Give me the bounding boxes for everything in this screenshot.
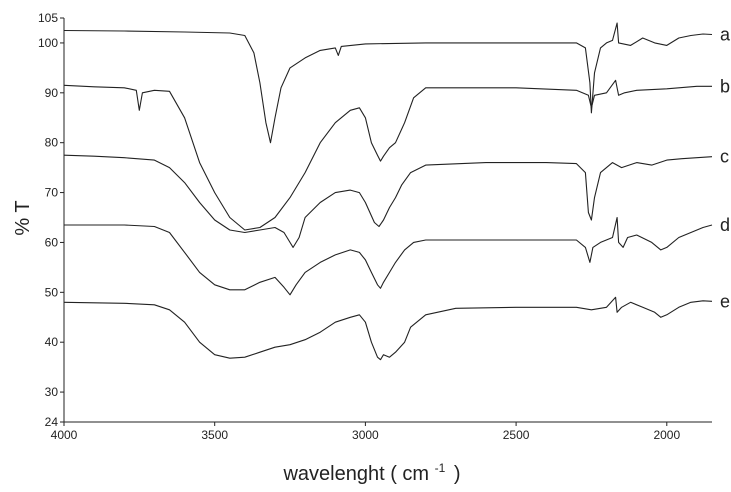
series-line-a <box>63 22 713 144</box>
series-line-d <box>64 216 713 296</box>
series-label-d: d <box>720 215 730 235</box>
y-tick-label: 30 <box>45 385 59 399</box>
x-axis-title: wavelenght ( cm -1 ) <box>282 455 460 485</box>
x-tick-label: 2000 <box>653 428 680 442</box>
y-tick-label: 80 <box>45 136 59 150</box>
tick-labels: 4000 3500 3000 2500 2000 24 30 40 50 60 70 80 90 100 1… <box>38 11 680 442</box>
series-label-c: c <box>720 147 729 167</box>
axes <box>60 17 712 426</box>
y-tick-label: 24 <box>45 415 59 429</box>
series-label-a: a <box>720 24 731 44</box>
y-tick-label: 60 <box>45 235 59 249</box>
y-tick-label: 40 <box>45 335 59 349</box>
x-axis-title-superscript: -1 <box>435 461 446 475</box>
y-tick-label: 100 <box>38 36 58 50</box>
series-label-b: b <box>720 76 730 96</box>
x-axis-title-main: wavelenght ( cm <box>282 463 429 485</box>
y-tick-label: 90 <box>45 86 59 100</box>
y-axis-title: % T <box>12 200 34 235</box>
series-line-c <box>63 154 713 248</box>
series-line-b <box>63 79 712 231</box>
y-tick-label: 50 <box>45 285 59 299</box>
x-tick-label: 3500 <box>201 428 228 442</box>
series-labels: a b c d e <box>720 24 731 311</box>
x-tick-label: 4000 <box>51 428 78 442</box>
series-line-e <box>63 296 713 361</box>
series-lines <box>63 22 713 361</box>
x-tick-label: 2500 <box>503 428 530 442</box>
x-tick-label: 3000 <box>352 428 379 442</box>
series-label-e: e <box>720 291 730 311</box>
y-tick-label: 105 <box>38 11 58 25</box>
x-axis-title-suffix: ) <box>454 463 461 485</box>
y-tick-label: 70 <box>45 186 59 200</box>
